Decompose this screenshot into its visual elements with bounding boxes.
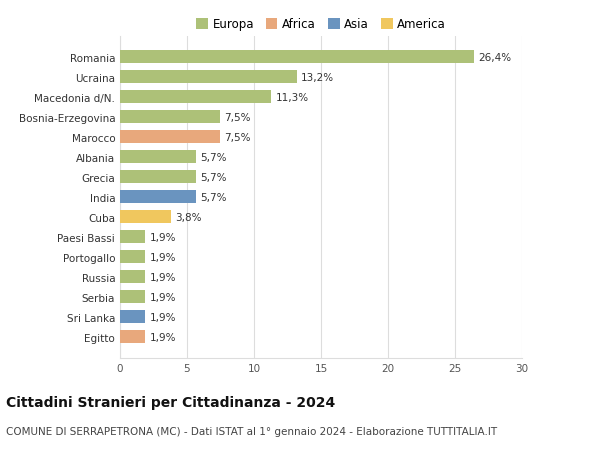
Bar [120,151,196,164]
Legend: Europa, Africa, Asia, America: Europa, Africa, Asia, America [191,14,451,36]
Text: 7,5%: 7,5% [224,112,251,123]
Text: Cittadini Stranieri per Cittadinanza - 2024: Cittadini Stranieri per Cittadinanza - 2… [6,395,335,409]
Text: 1,9%: 1,9% [149,332,176,342]
Bar [120,71,297,84]
Bar [120,271,145,284]
Text: 1,9%: 1,9% [149,312,176,322]
Text: 7,5%: 7,5% [224,133,251,143]
Bar [120,111,221,124]
Bar [120,91,271,104]
Text: 5,7%: 5,7% [200,192,227,202]
Bar [120,330,145,343]
Text: 5,7%: 5,7% [200,152,227,162]
Bar [120,191,196,204]
Text: 3,8%: 3,8% [175,213,202,222]
Text: 26,4%: 26,4% [478,53,511,63]
Text: 1,9%: 1,9% [149,232,176,242]
Bar [120,251,145,263]
Bar [120,171,196,184]
Text: 1,9%: 1,9% [149,272,176,282]
Bar [120,291,145,303]
Text: 11,3%: 11,3% [275,93,308,103]
Text: COMUNE DI SERRAPETRONA (MC) - Dati ISTAT al 1° gennaio 2024 - Elaborazione TUTTI: COMUNE DI SERRAPETRONA (MC) - Dati ISTAT… [6,426,497,436]
Bar [120,231,145,244]
Bar [120,211,171,224]
Text: 13,2%: 13,2% [301,73,334,83]
Bar [120,311,145,324]
Bar [120,131,221,144]
Bar [120,51,474,64]
Text: 1,9%: 1,9% [149,292,176,302]
Text: 1,9%: 1,9% [149,252,176,262]
Text: 5,7%: 5,7% [200,173,227,182]
